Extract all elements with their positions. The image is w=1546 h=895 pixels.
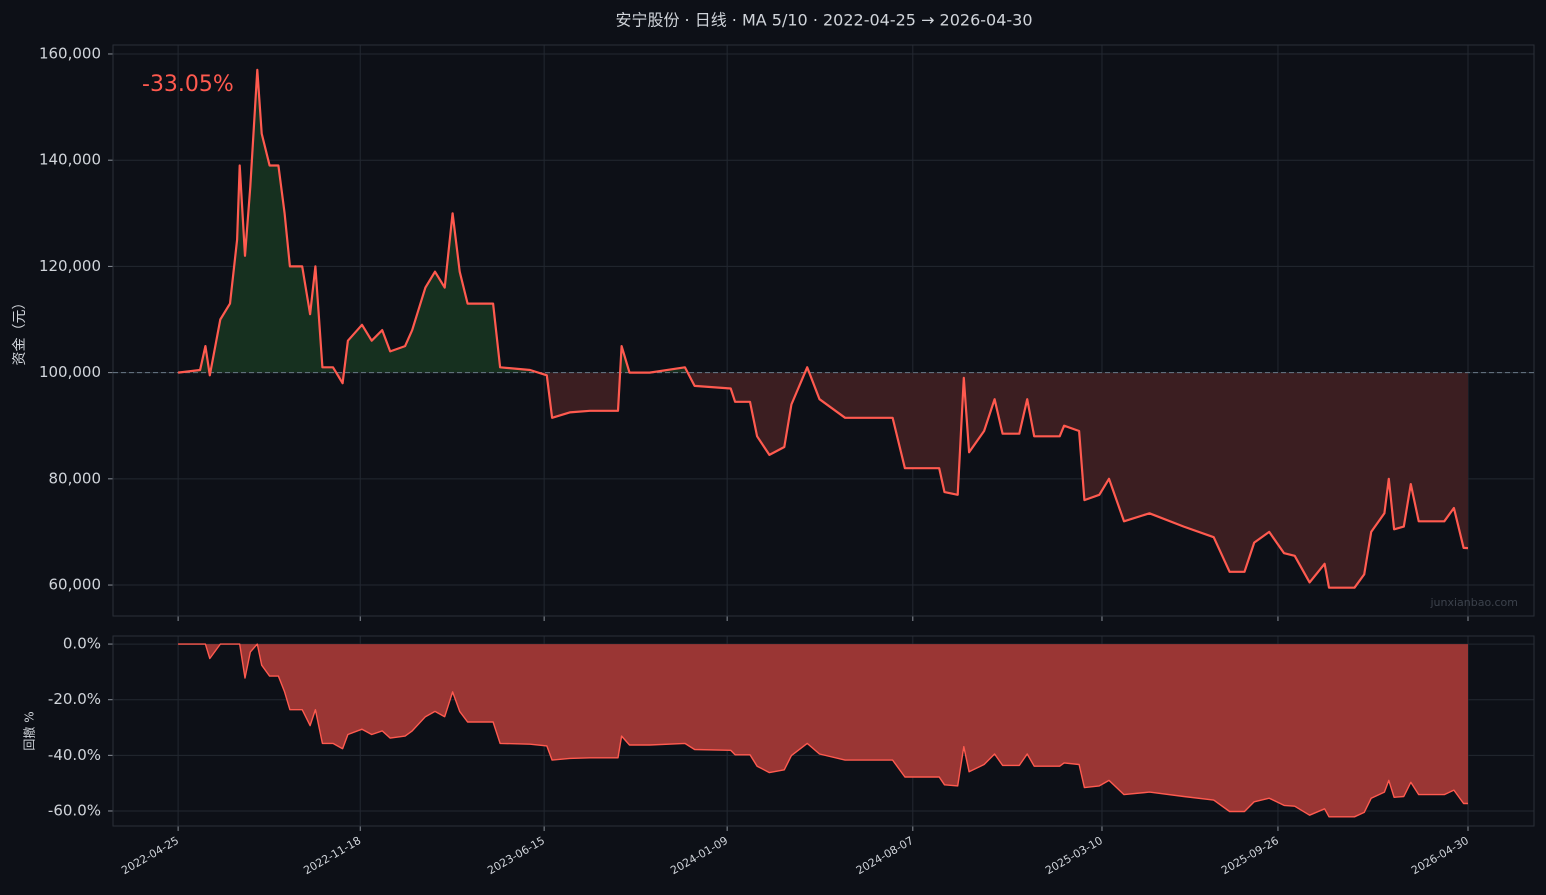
y-tick-label: 160,000 [39,44,101,62]
plot-frame [112,635,1535,827]
y-axis-label: 回撤 % [22,711,37,750]
area-above [178,69,1468,373]
y-tick-label: 80,000 [49,469,102,487]
y-tick-label: 100,000 [39,363,101,381]
y-tick-label: 60,000 [49,576,102,594]
y-tick-label: 0.0% [63,635,101,653]
line [177,68,1469,589]
line [178,643,1468,818]
y-tick-label: -40.0% [48,746,101,764]
chart-title: 安宁股份 · 日线 · MA 5/10 · 2022-04-25 → 2026-… [615,11,1032,30]
area-below [209,372,1468,588]
y-tick-label: -60.0% [48,801,101,819]
y-tick-label: -20.0% [48,690,101,708]
annotation: -33.05% [142,72,234,97]
y-tick-label: 140,000 [39,151,101,169]
plot-frame [112,44,1535,617]
y-tick-label: 120,000 [39,257,101,275]
watermark: junxianbao.com [1429,596,1518,609]
area [178,644,1469,817]
y-axis-label: 资金（元） [12,296,28,366]
